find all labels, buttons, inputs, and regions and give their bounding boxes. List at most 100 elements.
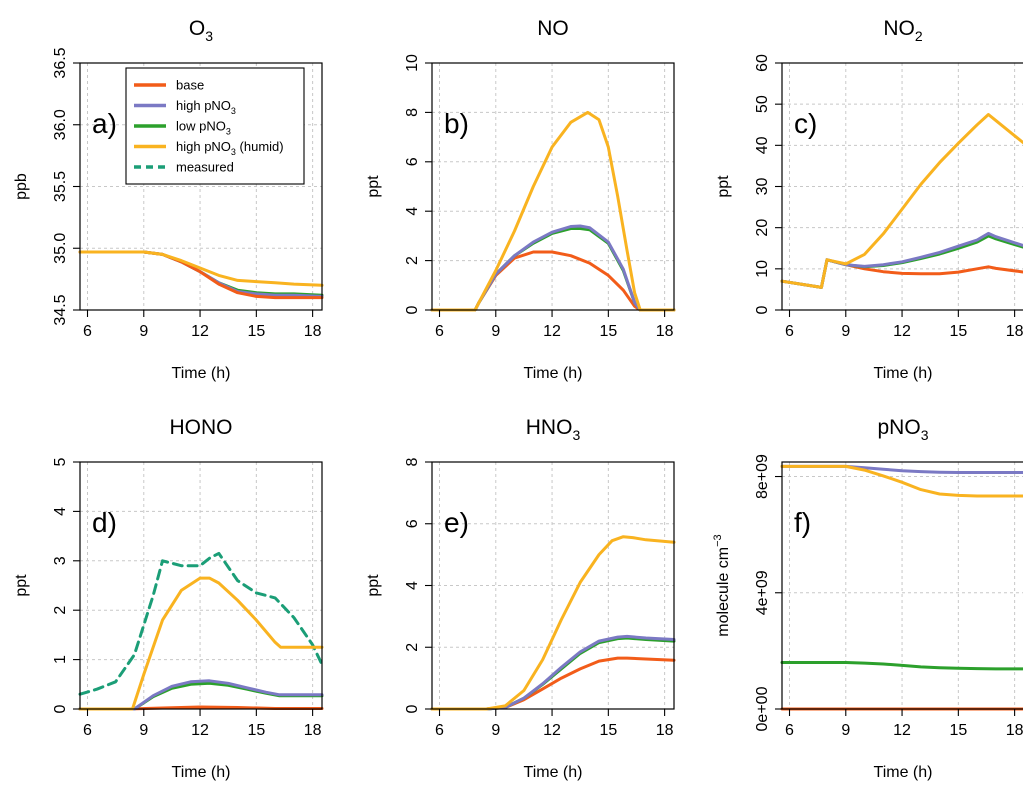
x-tick-label: 18	[656, 323, 674, 340]
y-tick-label: 0e+00	[754, 686, 771, 731]
x-axis-label: Time (h)	[524, 365, 583, 382]
chart-title: NO2	[883, 17, 923, 44]
y-axis-label: ppt	[715, 175, 732, 198]
chart-title: NO	[537, 17, 569, 40]
plot-frame	[431, 62, 675, 311]
x-tick-label: 12	[543, 722, 561, 739]
panel-letter: f)	[794, 507, 811, 538]
x-axis-label: Time (h)	[524, 764, 583, 781]
y-tick-label: 4e+09	[754, 570, 771, 615]
y-tick-label: 10	[404, 54, 421, 72]
y-tick-label: 0	[404, 704, 421, 713]
y-tick-label: 6	[404, 519, 421, 528]
y-tick-label: 8e+09	[754, 454, 771, 499]
x-axis-label: Time (h)	[874, 365, 933, 382]
y-tick-label: 3	[52, 556, 69, 565]
x-tick-label: 12	[893, 722, 911, 739]
x-tick-label: 18	[1006, 323, 1023, 340]
x-axis-label: Time (h)	[172, 365, 231, 382]
x-tick-label: 9	[491, 722, 500, 739]
x-tick-label: 6	[83, 323, 92, 340]
x-tick-label: 9	[139, 323, 148, 340]
x-tick-label: 9	[491, 323, 500, 340]
x-tick-label: 18	[656, 722, 674, 739]
x-axis-label: Time (h)	[172, 764, 231, 781]
legend-label-high: high pNO3	[176, 98, 236, 116]
y-tick-label: 0	[52, 704, 69, 713]
legend-label-measured: measured	[176, 160, 234, 175]
x-tick-label: 12	[543, 323, 561, 340]
y-tick-label: 1	[52, 655, 69, 664]
series-line-humid	[780, 113, 1023, 289]
series-line-measured	[78, 551, 324, 696]
y-tick-label: 4	[404, 581, 421, 590]
x-tick-label: 15	[599, 722, 617, 739]
y-tick-label: 60	[754, 54, 771, 72]
panel-letter: c)	[794, 108, 817, 139]
y-tick-label: 0	[404, 305, 421, 314]
legend: base high pNO3 low pNO3 high pNO3 (humid) me…	[125, 67, 305, 185]
y-tick-label: 8	[404, 108, 421, 117]
chart-title: HONO	[170, 416, 233, 439]
y-tick-label: 30	[754, 178, 771, 196]
x-tick-label: 6	[435, 722, 444, 739]
y-tick-label: 36.5	[52, 47, 69, 78]
x-tick-label: 18	[304, 722, 322, 739]
y-tick-label: 8	[404, 457, 421, 466]
x-tick-label: 15	[247, 323, 265, 340]
chart-panel-5: 6 9 12 15 18 0 2 4 6 8 Time (h) ppt HNO3 e)	[365, 416, 676, 781]
series-line-high	[430, 224, 676, 312]
x-tick-label: 9	[841, 722, 850, 739]
y-tick-label: 4	[404, 207, 421, 216]
series-line-low	[780, 661, 1023, 671]
chart-title: HNO3	[526, 416, 581, 443]
y-tick-label: 35.0	[52, 233, 69, 264]
series-line-humid	[78, 576, 324, 711]
y-tick-label: 50	[754, 95, 771, 113]
series-line-base	[78, 250, 324, 300]
y-axis-label: ppt	[365, 175, 382, 198]
legend-label-humid: high pNO3 (humid)	[176, 139, 284, 157]
x-tick-label: 15	[949, 722, 967, 739]
x-tick-label: 6	[435, 323, 444, 340]
panel-letter: b)	[444, 108, 469, 139]
plot-frame	[781, 461, 1023, 710]
x-tick-label: 15	[599, 323, 617, 340]
series-line-humid	[780, 464, 1023, 498]
y-tick-label: 10	[754, 260, 771, 278]
series-line-humid	[430, 535, 676, 711]
y-tick-label: 6	[404, 157, 421, 166]
y-tick-label: 5	[52, 457, 69, 466]
y-tick-label: 35.5	[52, 171, 69, 202]
x-tick-label: 12	[191, 323, 209, 340]
y-tick-label: 36.0	[52, 109, 69, 140]
x-tick-label: 9	[139, 722, 148, 739]
y-tick-label: 20	[754, 219, 771, 237]
chart-title: pNO3	[878, 416, 929, 443]
chart-panel-3: 6 9 12 15 18 0 10 20 30 40 50 60 Time (h) ppt NO2 c)	[715, 17, 1023, 382]
x-tick-label: 18	[304, 323, 322, 340]
plot-frame	[79, 461, 323, 710]
chart-panel-2: 6 9 12 15 18 0 2 4 6 8 10 Time (h) ppt NO b)	[365, 17, 676, 382]
x-tick-label: 6	[785, 323, 794, 340]
y-axis-label: ppt	[13, 574, 30, 597]
chart-title: O3	[189, 17, 213, 44]
panel-letter: a)	[92, 108, 117, 139]
legend-label-base: base	[176, 78, 204, 93]
series-line-high	[78, 679, 324, 711]
y-axis-label: ppb	[13, 173, 30, 200]
y-axis-label: ppt	[365, 574, 382, 597]
series-line-high	[780, 464, 1023, 474]
x-tick-label: 12	[893, 323, 911, 340]
y-tick-label: 2	[404, 256, 421, 265]
x-tick-label: 12	[191, 722, 209, 739]
y-axis-label: molecule cm−3	[712, 534, 732, 636]
y-tick-label: 2	[404, 643, 421, 652]
legend-label-low: low pNO3	[176, 119, 231, 137]
chart-panel-6: 6 9 12 15 18 0e+00 4e+09 8e+09 Time (h) molecule …	[712, 416, 1023, 781]
x-tick-label: 6	[785, 722, 794, 739]
y-tick-label: 40	[754, 136, 771, 154]
x-axis-label: Time (h)	[874, 764, 933, 781]
